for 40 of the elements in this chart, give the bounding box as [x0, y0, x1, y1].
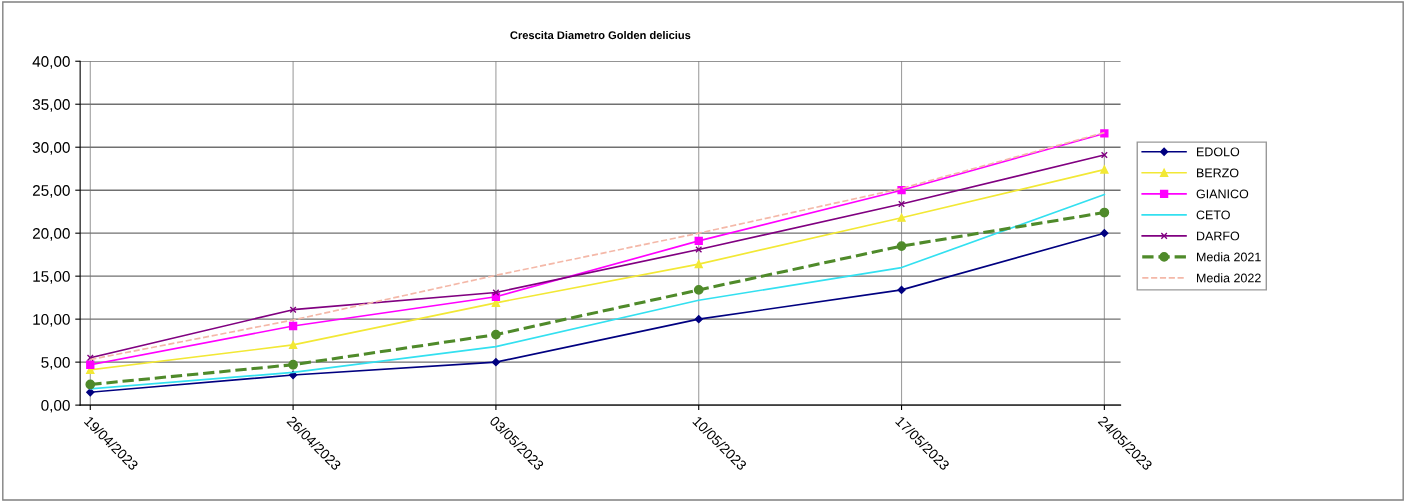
legend-label: GIANICO — [1196, 189, 1249, 199]
point — [288, 359, 298, 370]
legend-label: EDOLO — [1197, 147, 1240, 157]
point — [288, 370, 298, 380]
legend-label: DARFO — [1197, 231, 1240, 241]
chart-title: Crescita Diametro Golden delicius — [510, 30, 691, 40]
point — [695, 246, 703, 253]
legend-label: Media 2021 — [1197, 252, 1261, 262]
point — [288, 340, 298, 350]
point — [1100, 165, 1109, 174]
point — [694, 259, 703, 269]
point — [693, 285, 704, 295]
point — [1100, 151, 1108, 159]
point — [898, 200, 906, 208]
point — [896, 241, 907, 251]
legend-label: Media 2022 — [1197, 273, 1261, 283]
y-tick-label: 10,00 — [33, 314, 70, 327]
legend-label: CETO — [1196, 210, 1230, 220]
point — [897, 285, 906, 295]
y-tick-label: 5,00 — [41, 357, 70, 370]
y-tick-label: 25,00 — [32, 185, 70, 198]
y-tick-label: 40,00 — [32, 56, 70, 69]
point — [491, 357, 501, 367]
y-tick-label: 30,00 — [32, 142, 70, 155]
point — [1100, 229, 1109, 238]
y-tick-label: 0,00 — [41, 399, 70, 413]
point — [694, 315, 703, 324]
point — [491, 329, 501, 340]
point — [288, 321, 298, 331]
point — [86, 360, 95, 369]
y-tick-label: 15,00 — [33, 271, 70, 284]
y-tick-label: 20,00 — [32, 228, 70, 241]
legend-label: BERZO — [1197, 168, 1239, 178]
point — [492, 289, 500, 296]
point — [897, 213, 906, 222]
point — [1099, 207, 1110, 218]
point — [289, 306, 297, 314]
point — [694, 236, 703, 246]
y-tick-label: 35,00 — [32, 99, 70, 112]
point — [85, 379, 96, 390]
